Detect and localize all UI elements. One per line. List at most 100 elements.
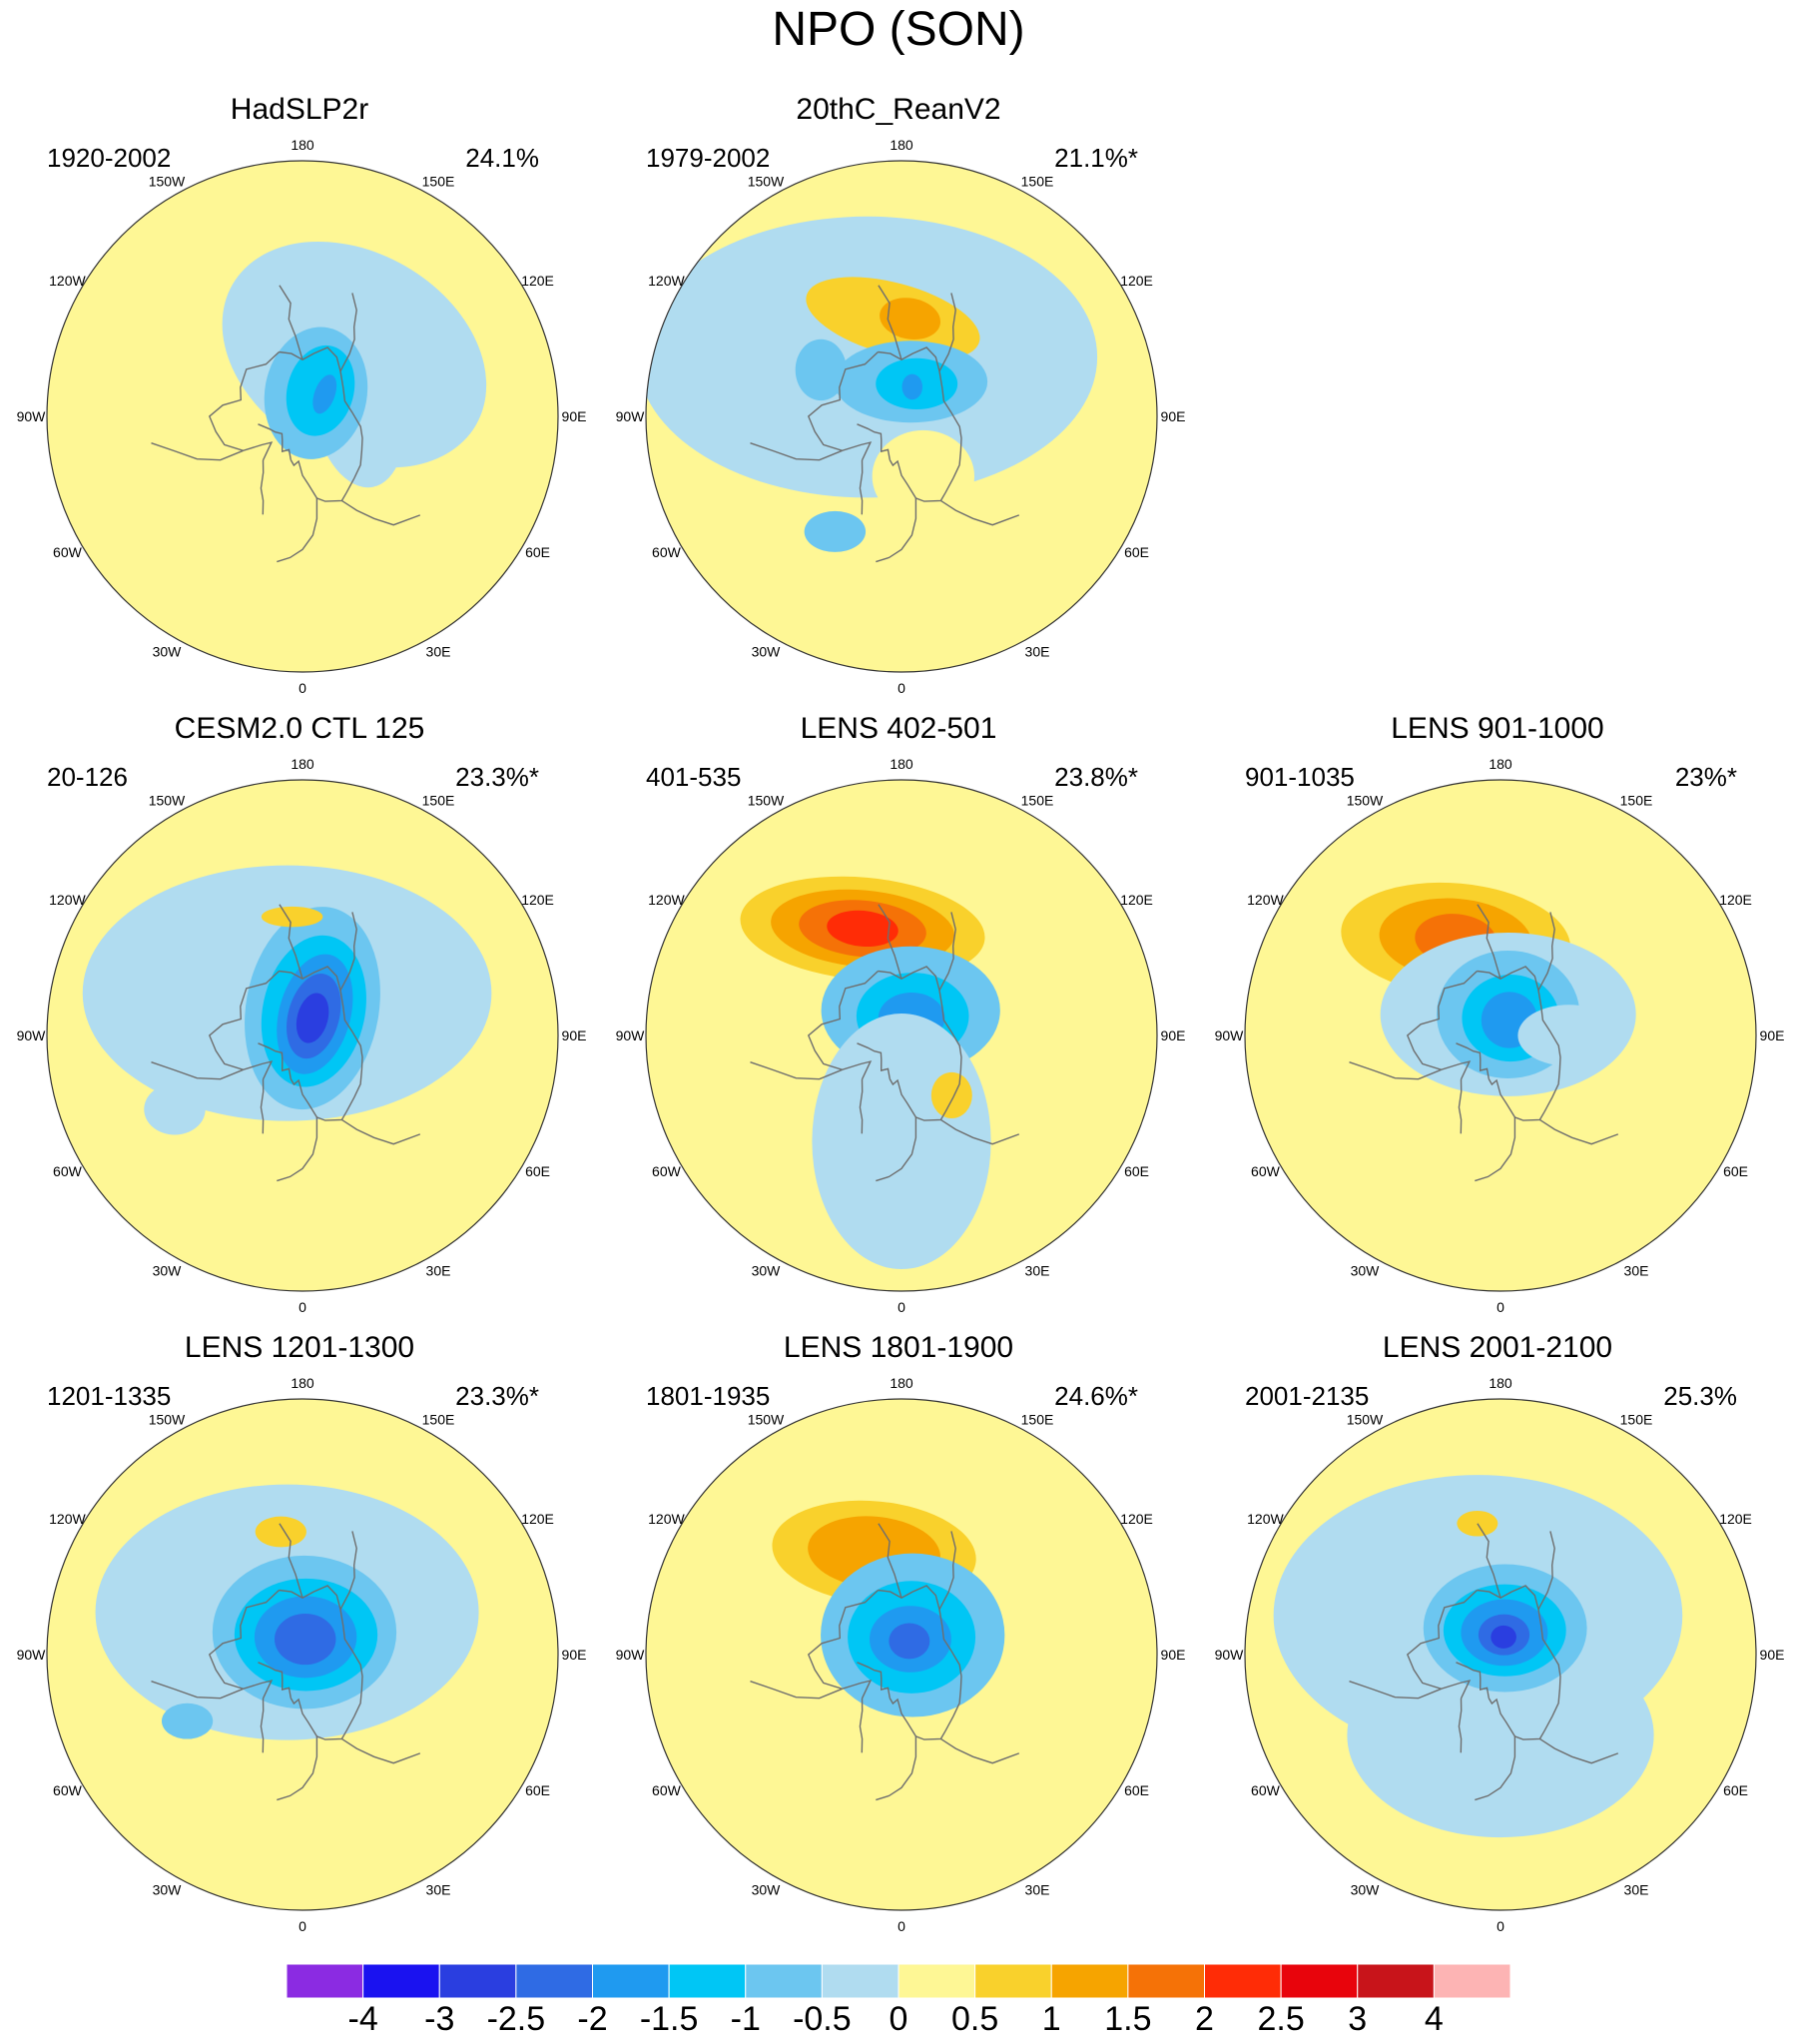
longitude-label: 90W xyxy=(17,1027,47,1043)
longitude-label: 120W xyxy=(648,892,685,908)
longitude-label: 90E xyxy=(1161,1027,1186,1043)
colorbar-swatch xyxy=(898,1964,976,1998)
longitude-label: 90W xyxy=(616,1647,646,1663)
coastline xyxy=(277,1735,318,1801)
longitude-label: 150W xyxy=(1347,792,1384,808)
longitude-label: 150W xyxy=(748,1411,785,1427)
longitude-label: 30E xyxy=(1624,1263,1649,1279)
longitude-label: 0 xyxy=(898,1918,905,1934)
longitude-label: 120W xyxy=(1247,892,1284,908)
coastline xyxy=(878,346,962,502)
panel-title: LENS 901-1000 xyxy=(1391,712,1604,745)
coastline xyxy=(1456,1042,1490,1079)
colorbar-swatch xyxy=(515,1964,593,1998)
longitude-label: 60W xyxy=(652,1163,682,1179)
coastline xyxy=(859,459,864,515)
panel-lens-1801-1900: 180 150E 120E 90E 60E 30E 0 30W 60W 90W 120W 150W L… xyxy=(599,1328,1198,1947)
longitude-label: 150E xyxy=(422,792,455,808)
colorbar-tick-label: 1 xyxy=(1041,2000,1061,2038)
coastline xyxy=(341,1118,421,1145)
coastline xyxy=(258,1042,292,1079)
longitude-label: 30E xyxy=(426,1882,451,1898)
longitude-label: 120E xyxy=(521,1511,554,1527)
panel-title: 20thC_ReanV2 xyxy=(796,93,1001,126)
coastline xyxy=(1477,904,1501,980)
longitude-label: 150E xyxy=(1021,173,1054,189)
longitude-label: 150E xyxy=(422,173,455,189)
coastline xyxy=(260,1078,265,1134)
panel-range: 901-1035 xyxy=(1245,762,1355,792)
figure-title: NPO (SON) xyxy=(772,3,1025,56)
coastline xyxy=(878,1523,902,1599)
coastline xyxy=(878,904,902,980)
longitude-label: 60E xyxy=(1124,1782,1149,1798)
coastline xyxy=(1475,1116,1516,1182)
colorbar-tick-label: -3 xyxy=(424,2000,455,2038)
panel-range: 1979-2002 xyxy=(646,143,771,173)
longitude-label: 150E xyxy=(1021,1411,1054,1427)
longitude-label: 150W xyxy=(149,792,186,808)
colorbar-tick-label: -1.5 xyxy=(639,2000,699,2038)
longitude-label: 120E xyxy=(521,892,554,908)
longitude-label: 30W xyxy=(752,1263,782,1279)
coastline xyxy=(938,1531,956,1611)
longitude-label: 30W xyxy=(153,644,183,660)
longitude-label: 120E xyxy=(1120,273,1153,289)
panel-percent: 23.3%* xyxy=(455,762,539,792)
colorbar-swatch xyxy=(1050,1964,1129,1998)
longitude-label: 180 xyxy=(890,1375,913,1391)
longitude-label: 30W xyxy=(752,644,782,660)
coastline xyxy=(1477,966,1561,1121)
coastline xyxy=(279,1523,303,1599)
coastline xyxy=(859,1698,864,1753)
coastline xyxy=(208,970,280,1080)
panel-lens-901-1000: 180 150E 120E 90E 60E 30E 0 30W 60W 90W 120W 150W L… xyxy=(1198,709,1797,1328)
longitude-label: 90W xyxy=(17,1647,47,1663)
map-border xyxy=(645,160,1158,673)
coastline xyxy=(1537,912,1555,992)
coastline xyxy=(940,1737,1020,1764)
coastline xyxy=(151,442,244,461)
longitude-label: 30W xyxy=(1351,1882,1381,1898)
coastline xyxy=(876,1735,917,1801)
map-border xyxy=(645,779,1158,1292)
longitude-label: 180 xyxy=(1489,756,1512,772)
longitude-label: 150W xyxy=(748,173,785,189)
panel-range: 1201-1335 xyxy=(47,1381,172,1411)
map-field xyxy=(1245,780,1756,1291)
longitude-label: 60W xyxy=(53,1163,83,1179)
anomaly-contour xyxy=(1517,1005,1620,1066)
coastline xyxy=(258,423,292,460)
polar-map: 180 150E 120E 90E 60E 30E 0 30W 60W 90W 120W 150W xyxy=(616,756,1186,1315)
longitude-label: 0 xyxy=(898,1299,905,1315)
longitude-label: 60E xyxy=(1124,1163,1149,1179)
colorbar-swatch xyxy=(974,1964,1052,1998)
longitude-label: 60W xyxy=(53,1782,83,1798)
panel-lens-2001-2100: 180 150E 120E 90E 60E 30E 0 30W 60W 90W 120W 150W L… xyxy=(1198,1328,1797,1947)
longitude-label: 30E xyxy=(426,1263,451,1279)
longitude-label: 0 xyxy=(299,1299,306,1315)
coastline xyxy=(1456,1662,1490,1699)
longitude-label: 90E xyxy=(562,1027,587,1043)
longitude-label: 150E xyxy=(1021,792,1054,808)
polar-map: 180 150E 120E 90E 60E 30E 0 30W 60W 90W 120W 150W xyxy=(17,137,587,696)
coastline xyxy=(1477,1585,1561,1740)
longitude-label: 90W xyxy=(1215,1027,1245,1043)
anomaly-contour xyxy=(161,1703,214,1739)
longitude-label: 180 xyxy=(890,137,913,153)
longitude-label: 90W xyxy=(1215,1647,1245,1663)
longitude-label: 30W xyxy=(153,1263,183,1279)
coastline xyxy=(151,1681,244,1700)
colorbar-swatch xyxy=(1433,1964,1510,1998)
coastline xyxy=(876,497,917,563)
longitude-label: 120W xyxy=(49,273,86,289)
coastline xyxy=(876,1116,917,1182)
panel-title: LENS 1801-1900 xyxy=(783,1331,1014,1364)
longitude-label: 120W xyxy=(1247,1511,1284,1527)
anomaly-contour xyxy=(804,510,867,552)
colorbar-swatch xyxy=(1127,1964,1205,1998)
longitude-label: 90E xyxy=(1760,1027,1785,1043)
coastline xyxy=(807,350,879,461)
colorbar-tick-label: -2 xyxy=(577,2000,608,2038)
colorbar-swatch xyxy=(745,1964,823,1998)
